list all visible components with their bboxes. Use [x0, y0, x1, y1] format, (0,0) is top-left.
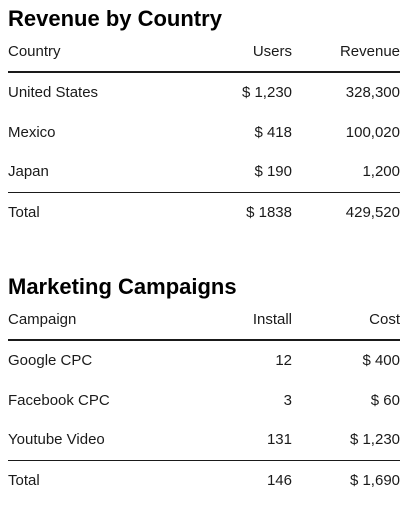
cell-campaign: Facebook CPC — [8, 391, 110, 409]
cell-cost: $ 400 — [362, 352, 400, 369]
cell-country: Japan — [8, 163, 49, 181]
marketing-table: Campaign Install Cost Google CPC 12 $ 40… — [8, 300, 400, 500]
cell-revenue: 1,200 — [362, 163, 400, 181]
cell-country: Mexico — [8, 123, 56, 141]
cell-cost: $ 1,230 — [349, 431, 400, 449]
revenue-title: Revenue by Country — [8, 6, 222, 31]
table-row: Japan $ 190 1,200 — [8, 152, 400, 192]
table-row: Mexico $ 418 100,020 — [8, 112, 400, 152]
cell-users: $ 1,230 — [241, 84, 292, 101]
column-header-campaign: Campaign — [8, 300, 178, 341]
table-header-row: Campaign Install Cost — [8, 300, 400, 341]
table-row: United States $ 1,230 328,300 — [8, 72, 400, 112]
total-install: 146 — [178, 459, 292, 500]
column-header-country: Country — [8, 32, 178, 73]
cell-install: 3 — [283, 391, 292, 409]
column-header-revenue: Revenue — [292, 32, 400, 73]
cell-install: 131 — [266, 431, 292, 449]
cell-cost: $ 60 — [370, 391, 400, 409]
column-header-install: Install — [178, 300, 292, 341]
cell-revenue: 100,020 — [345, 123, 400, 141]
cell-install: 12 — [275, 352, 292, 369]
total-label: Total — [8, 459, 178, 500]
column-header-users: Users — [178, 32, 292, 73]
cell-campaign: Google CPC — [8, 352, 93, 369]
marketing-title: Marketing Campaigns — [8, 274, 237, 299]
table-total-row: Total $ 1838 429,520 — [8, 191, 400, 232]
revenue-section: Revenue by Country Country Users Revenue… — [0, 0, 400, 232]
cell-revenue: 328,300 — [345, 84, 400, 101]
total-cost: $ 1,690 — [292, 459, 400, 500]
cell-users: $ 418 — [254, 123, 292, 141]
cell-country: United States — [8, 84, 99, 101]
column-header-cost: Cost — [292, 300, 400, 341]
cell-campaign: Youtube Video — [8, 431, 105, 449]
cell-users: $ 190 — [254, 163, 292, 181]
revenue-table: Country Users Revenue United States $ 1,… — [8, 32, 400, 232]
table-row: Youtube Video 131 $ 1,230 — [8, 420, 400, 460]
table-row: Google CPC 12 $ 400 — [8, 340, 400, 380]
total-users: $ 1838 — [178, 191, 292, 232]
total-label: Total — [8, 191, 178, 232]
marketing-section: Marketing Campaigns Campaign Install Cos… — [0, 232, 400, 500]
table-row: Facebook CPC 3 $ 60 — [8, 380, 400, 420]
table-header-row: Country Users Revenue — [8, 32, 400, 73]
table-total-row: Total 146 $ 1,690 — [8, 459, 400, 500]
total-revenue: 429,520 — [292, 191, 400, 232]
